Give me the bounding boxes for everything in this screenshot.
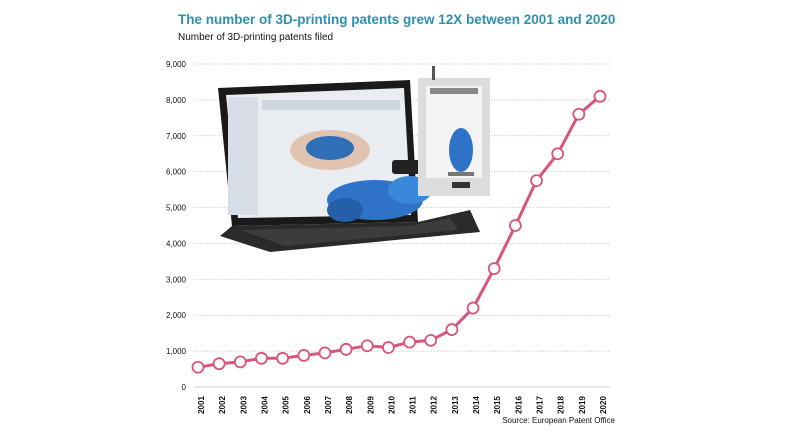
- x-axis-ticks: 2001 2002 2003 2004 2005 2006 2007 2008 2009 2010…: [197, 396, 608, 414]
- source-note: Source: European Patent Office: [502, 416, 615, 425]
- data-point: [551, 147, 565, 161]
- x-tick-label: 2019: [578, 396, 587, 414]
- data-point: [508, 219, 522, 232]
- y-tick-label: 8,000: [166, 96, 187, 105]
- x-tick-label: 2003: [239, 396, 248, 414]
- x-tick-label: 2006: [303, 396, 312, 414]
- data-point: [487, 262, 501, 275]
- y-axis-ticks: 0 1,000 2,000 3,000 4,000 5,000 6,000 7,000 8,00…: [166, 60, 187, 392]
- x-tick-label: 2014: [472, 396, 481, 414]
- data-point: [318, 346, 332, 360]
- laptop-illustration: [218, 80, 480, 252]
- x-tick-label: 2020: [599, 396, 608, 414]
- data-point: [297, 349, 311, 362]
- data-point: [233, 355, 247, 369]
- data-point: [530, 174, 543, 188]
- x-tick-label: 2002: [218, 396, 227, 414]
- y-tick-label: 7,000: [166, 132, 187, 141]
- x-tick-label: 2009: [366, 396, 375, 414]
- y-tick-label: 3,000: [166, 275, 187, 284]
- x-tick-label: 2012: [430, 396, 439, 414]
- data-point: [191, 360, 205, 374]
- y-tick-label: 9,000: [166, 60, 187, 69]
- data-point: [593, 89, 607, 103]
- x-tick-label: 2018: [557, 396, 566, 414]
- x-tick-label: 2011: [409, 396, 418, 414]
- data-point: [403, 335, 416, 349]
- data-point: [339, 342, 353, 356]
- data-point: [572, 107, 586, 121]
- y-tick-label: 5,000: [166, 204, 187, 213]
- x-tick-label: 2017: [536, 396, 545, 414]
- x-tick-label: 2008: [345, 396, 354, 414]
- x-tick-label: 2015: [493, 396, 502, 414]
- chart-title: The number of 3D-printing patents grew 1…: [178, 12, 616, 27]
- chart-subtitle: Number of 3D-printing patents filed: [178, 32, 334, 43]
- data-point: [382, 341, 395, 354]
- data-point: [466, 301, 480, 315]
- y-tick-label: 1,000: [166, 347, 187, 356]
- x-tick-label: 2005: [282, 396, 291, 414]
- 3d-printer-illustration: [418, 66, 490, 196]
- y-tick-label: 6,000: [166, 168, 187, 177]
- data-point: [276, 351, 290, 365]
- y-tick-label: 0: [182, 383, 187, 392]
- x-tick-label: 2004: [260, 396, 269, 414]
- y-tick-label: 2,000: [166, 311, 187, 320]
- x-tick-label: 2001: [197, 396, 206, 414]
- data-points: [191, 89, 607, 374]
- data-point: [255, 351, 268, 365]
- x-tick-label: 2013: [451, 396, 460, 414]
- data-point: [360, 339, 374, 353]
- data-point: [445, 323, 459, 336]
- x-tick-label: 2007: [324, 396, 333, 414]
- x-tick-label: 2016: [514, 396, 523, 414]
- data-point: [212, 357, 226, 371]
- x-tick-label: 2010: [387, 396, 396, 414]
- y-tick-label: 4,000: [166, 239, 187, 248]
- data-point: [424, 333, 438, 347]
